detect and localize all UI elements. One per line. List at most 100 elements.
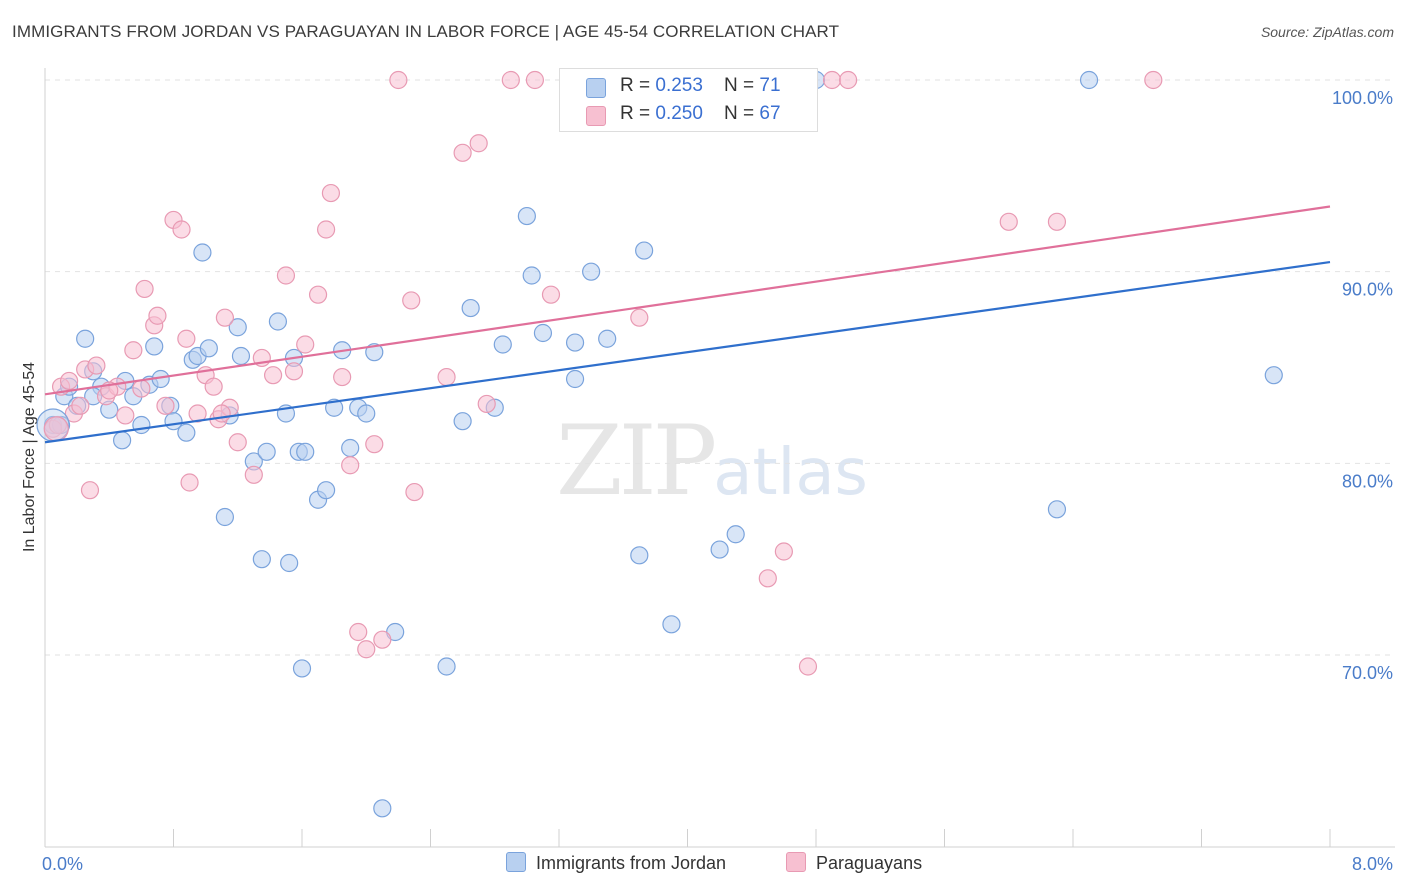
bottom-legend-paraguay: Paraguayans xyxy=(786,852,922,874)
point-jordan xyxy=(231,346,251,366)
y-tick-label: 100.0% xyxy=(1332,88,1393,108)
point-jordan xyxy=(461,298,480,318)
point-paraguay xyxy=(308,285,328,304)
point-paraguay xyxy=(839,70,858,90)
source-label: Source: ZipAtlas.com xyxy=(1260,24,1394,40)
point-paraguay xyxy=(357,640,376,659)
point-paraguay xyxy=(263,366,283,385)
point-paraguay xyxy=(525,70,545,90)
point-jordan xyxy=(257,442,276,461)
y-axis-title: In Labor Force | Age 45-54 xyxy=(21,362,38,552)
watermark: ZIPatlas xyxy=(556,405,868,517)
point-jordan xyxy=(112,431,132,450)
point-paraguay xyxy=(177,329,196,348)
point-paraguay xyxy=(402,291,421,310)
point-jordan xyxy=(1264,366,1283,385)
point-paraguay xyxy=(501,70,520,90)
bottom-legend-swatch-paraguay xyxy=(786,852,806,872)
point-jordan xyxy=(710,540,729,559)
point-paraguay xyxy=(180,473,199,492)
point-jordan xyxy=(565,333,585,352)
point-jordan xyxy=(341,438,360,458)
y-tick-label: 90.0% xyxy=(1342,280,1393,300)
bottom-legend-jordan: Immigrants from Jordan xyxy=(506,852,726,874)
point-jordan xyxy=(630,546,649,565)
point-paraguay xyxy=(188,404,207,423)
point-jordan xyxy=(177,423,196,442)
watermark-atlas: atlas xyxy=(713,436,868,510)
point-paraguay xyxy=(405,482,424,502)
point-jordan xyxy=(533,323,553,343)
legend-r-label: R = xyxy=(620,103,656,124)
point-paraguay xyxy=(477,394,496,414)
point-paraguay xyxy=(316,220,336,239)
point-paraguay xyxy=(284,362,304,381)
legend-swatch-jordan xyxy=(586,78,606,98)
point-jordan xyxy=(228,318,247,337)
point-jordan xyxy=(145,337,164,356)
point-jordan xyxy=(292,659,312,678)
point-paraguay xyxy=(341,456,360,475)
bottom-legend-label: Immigrants from Jordan xyxy=(536,853,727,873)
point-paraguay xyxy=(758,569,777,588)
point-paraguay xyxy=(204,377,223,396)
point-jordan xyxy=(1079,70,1099,90)
point-paraguay xyxy=(389,70,408,90)
point-paraguay xyxy=(541,285,561,304)
point-jordan xyxy=(493,335,512,354)
legend: R = 0.253 N = 71 R = 0.250 N = 67 xyxy=(559,68,818,132)
point-paraguay xyxy=(437,367,456,387)
legend-r-value: 0.250 xyxy=(655,103,703,124)
point-paraguay xyxy=(453,143,472,162)
point-paraguay xyxy=(469,134,488,153)
point-paraguay xyxy=(59,371,79,391)
point-paraguay xyxy=(630,308,649,327)
legend-n-label: N = xyxy=(724,75,760,96)
trend-line-paraguay xyxy=(44,205,1331,396)
point-jordan xyxy=(252,550,271,569)
point-paraguay xyxy=(333,367,352,387)
x-tick-label: 0.0% xyxy=(42,854,83,874)
point-paraguay xyxy=(228,433,247,452)
point-paraguay xyxy=(798,657,818,676)
legend-r-label: R = xyxy=(620,75,656,96)
point-jordan xyxy=(193,243,212,262)
point-jordan xyxy=(296,442,315,461)
point-jordan xyxy=(598,329,617,348)
point-jordan xyxy=(565,369,585,389)
point-paraguay xyxy=(212,404,231,423)
point-paraguay xyxy=(1047,212,1067,231)
point-paraguay xyxy=(116,406,135,425)
point-paraguay xyxy=(1144,70,1163,90)
point-jordan xyxy=(635,241,654,260)
point-jordan xyxy=(199,339,218,358)
point-jordan xyxy=(726,525,745,544)
point-paraguay xyxy=(296,335,315,354)
point-jordan xyxy=(373,799,392,818)
point-jordan xyxy=(437,657,456,676)
point-paraguay-cluster xyxy=(43,416,69,442)
point-jordan xyxy=(582,262,601,281)
point-jordan xyxy=(662,615,681,634)
point-paraguay xyxy=(365,435,384,454)
point-jordan xyxy=(453,412,472,431)
legend-r-value: 0.253 xyxy=(655,75,703,96)
point-jordan xyxy=(76,329,95,348)
point-paraguay xyxy=(156,396,175,415)
point-jordan xyxy=(1047,500,1067,519)
point-paraguay xyxy=(132,379,151,398)
point-paraguay xyxy=(80,481,100,500)
point-paraguay xyxy=(124,341,143,360)
point-jordan xyxy=(517,206,536,226)
chart-title: IMMIGRANTS FROM JORDAN VS PARAGUAYAN IN … xyxy=(12,22,840,41)
legend-n-label: N = xyxy=(724,103,760,124)
x-tick-label: 8.0% xyxy=(1352,854,1393,874)
point-paraguay xyxy=(215,308,234,327)
point-paraguay xyxy=(71,396,90,415)
bottom-legend-swatch-jordan xyxy=(506,852,526,872)
point-jordan xyxy=(316,481,336,500)
point-paraguay xyxy=(349,622,368,642)
point-paraguay xyxy=(373,630,392,649)
y-tick-label: 70.0% xyxy=(1342,663,1393,683)
